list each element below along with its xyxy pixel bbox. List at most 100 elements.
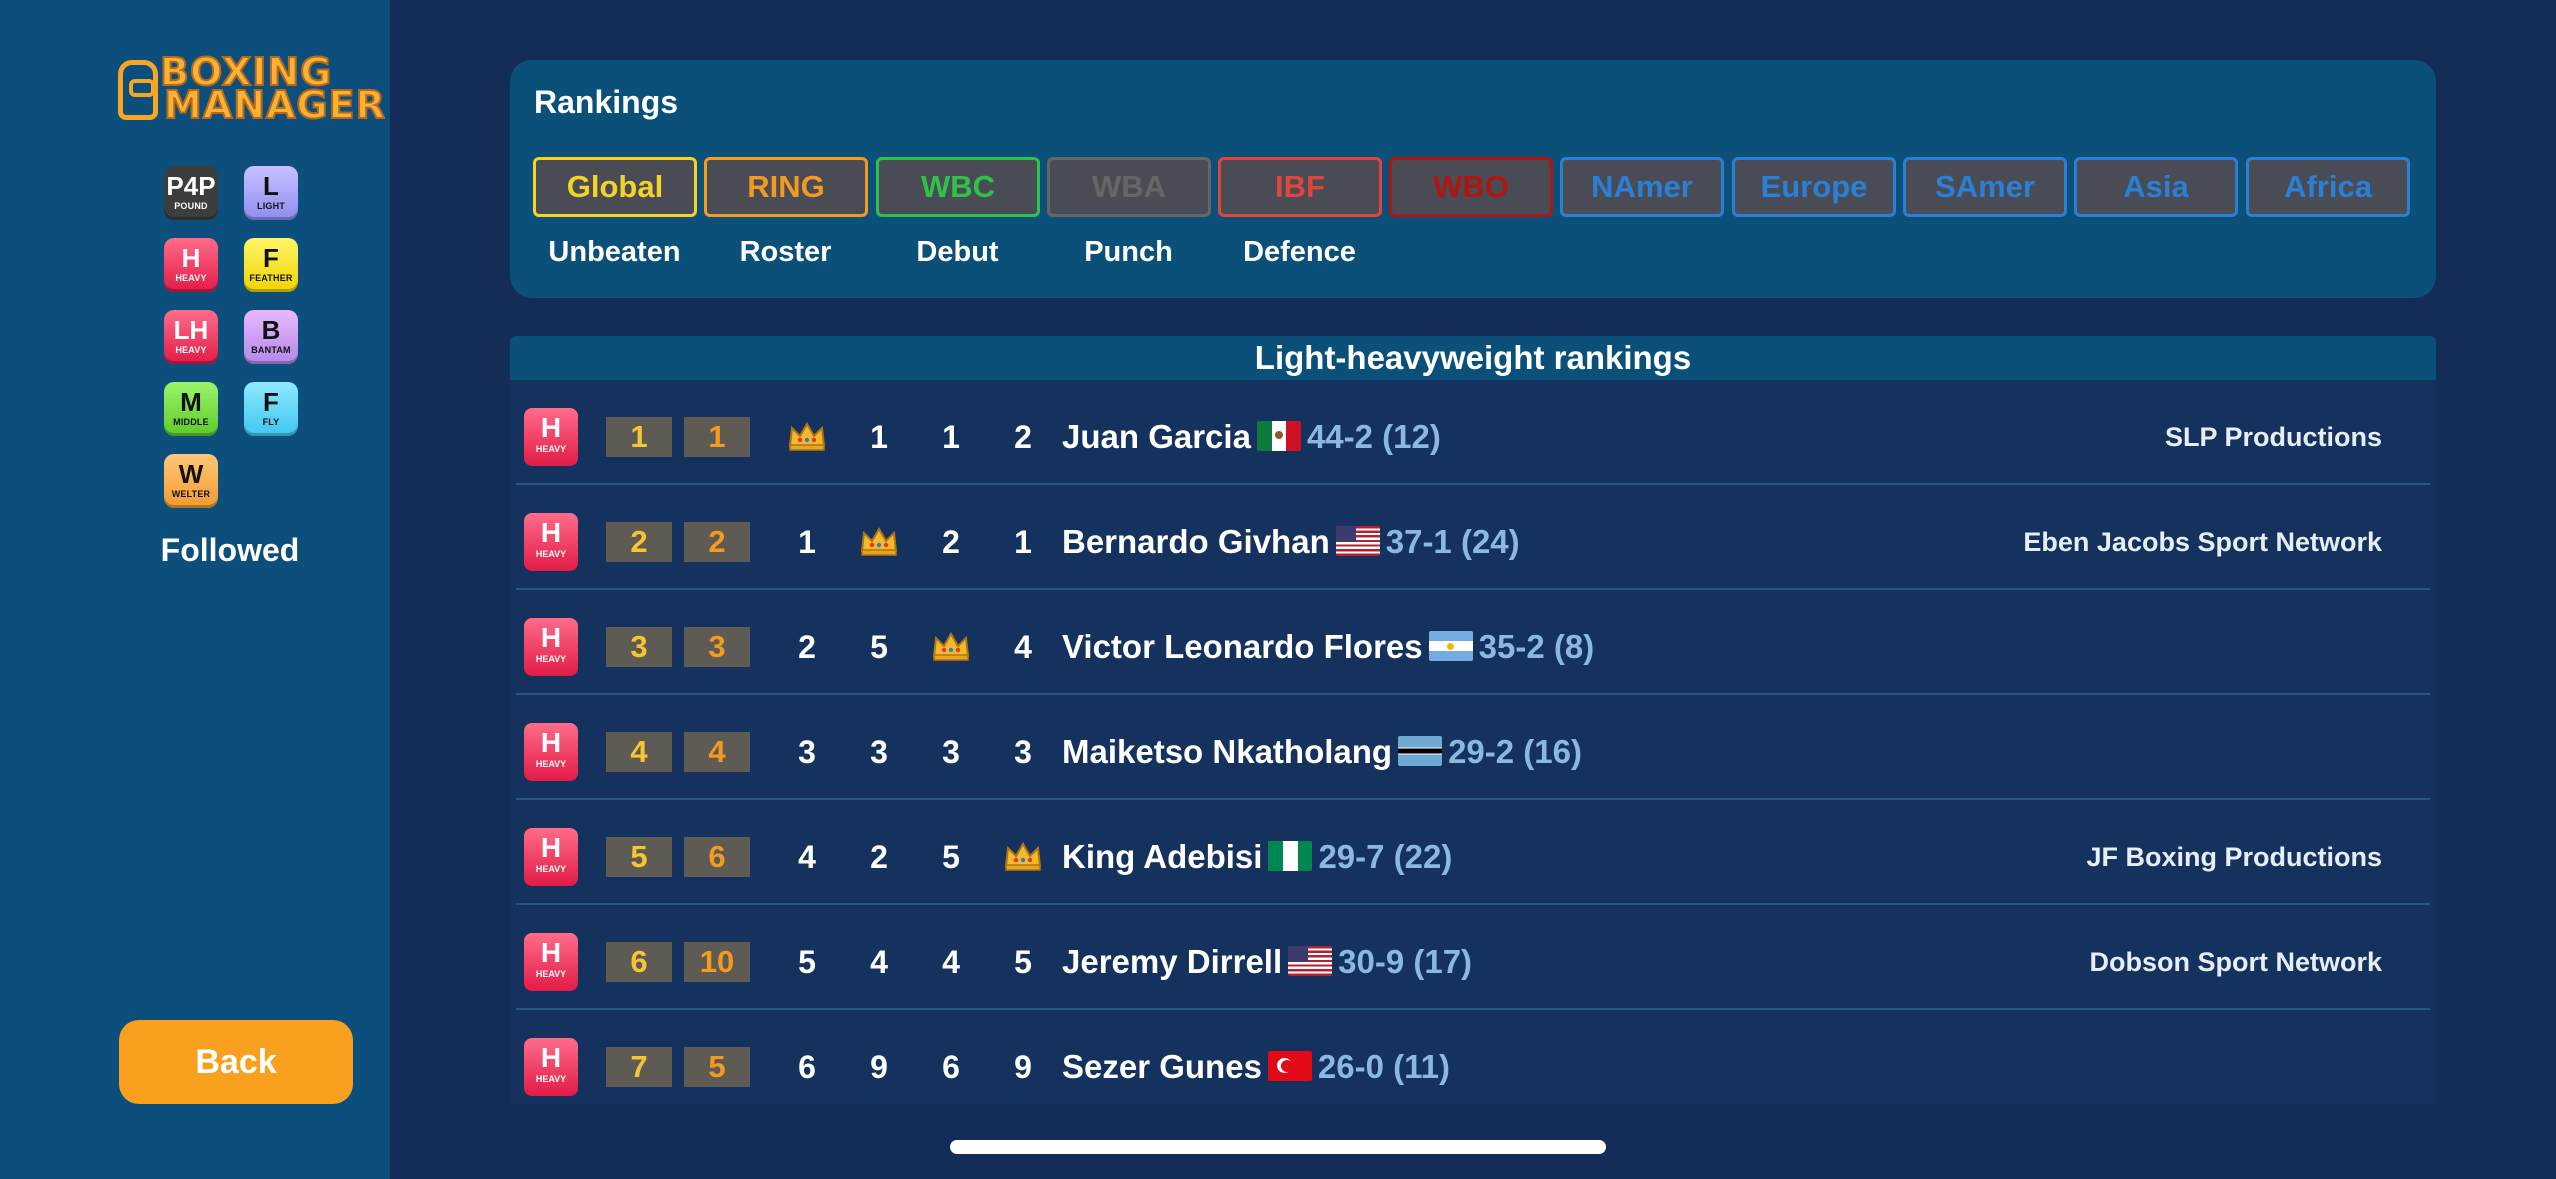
boxer-name[interactable]: Victor Leonardo Flores (1062, 628, 1423, 665)
mexico-flag-icon (1256, 421, 1301, 451)
table-row[interactable]: H HEAVY 1 1 1 1 2 Juan Garcia 44-2 (12) SLP Produ… (516, 380, 2430, 485)
weight-class-light-button[interactable]: L LIGHT (244, 166, 298, 220)
promoter-name: Dobson Sport Network (2089, 947, 2382, 977)
tab-asia[interactable]: Asia (2074, 157, 2238, 217)
wbo-rank: 9 (1014, 1049, 1032, 1085)
tab-africa[interactable]: Africa (2246, 157, 2410, 217)
weight-badge-abbr: H (540, 937, 562, 968)
sub-tab-punch[interactable]: Punch (1084, 236, 1173, 268)
weight-badge: H HEAVY (524, 828, 578, 886)
boxer-record: 26-0 (11) (1317, 1048, 1451, 1085)
boxer-name-cell: Sezer Gunes 26-0 (11) (1062, 1047, 1450, 1087)
tab-europe[interactable]: Europe (1732, 157, 1896, 217)
tab-namer[interactable]: NAmer (1560, 157, 1724, 217)
followed-button[interactable]: Followed (160, 532, 300, 568)
weight-class-abbr: LH (173, 315, 209, 345)
rank-b: 10 (684, 942, 750, 982)
wba-rank: 5 (870, 629, 888, 665)
sub-tab-debut[interactable]: Debut (916, 236, 999, 268)
boxer-name[interactable]: Maiketso Nkatholang (1062, 733, 1393, 770)
boxer-name[interactable]: Bernardo Givhan (1062, 523, 1330, 560)
boxer-name-cell: Victor Leonardo Flores 35-2 (8) (1062, 627, 1594, 667)
weight-class-label: FLY (262, 417, 280, 427)
wba-rank: 3 (870, 734, 888, 770)
wbo-rank: 2 (1014, 419, 1032, 455)
wbc-rank: 2 (798, 629, 816, 665)
table-row[interactable]: H HEAVY 5 6 4 2 5 King Adebisi 29-7 (22) JF Boxin… (516, 800, 2430, 905)
table-row[interactable]: H HEAVY 7 5 6 9 6 9 Sezer Gunes 26-0 (11) (516, 1010, 2430, 1104)
rank-b: 2 (684, 522, 750, 562)
tab-ibf[interactable]: IBF (1218, 157, 1382, 217)
weight-class-abbr: F (263, 243, 279, 273)
rank-a: 4 (606, 732, 672, 772)
sub-tab-roster[interactable]: Roster (739, 236, 832, 268)
tab-global[interactable]: Global (533, 157, 697, 217)
home-indicator[interactable] (950, 1140, 1606, 1154)
boxer-name[interactable]: Sezer Gunes (1062, 1048, 1262, 1085)
boxer-record: 30-9 (17) (1338, 943, 1473, 980)
weight-class-heavy-button[interactable]: H HEAVY (164, 238, 218, 292)
wba-rank: 1 (870, 419, 888, 455)
weight-badge: H HEAVY (524, 513, 578, 571)
tab-samer[interactable]: SAmer (1903, 157, 2067, 217)
weight-class-abbr: M (180, 387, 202, 417)
turkey-flag-icon (1267, 1051, 1312, 1081)
rank-b: 1 (684, 417, 750, 457)
crown-icon (931, 630, 971, 662)
boxer-name[interactable]: King Adebisi (1062, 838, 1263, 875)
table-row[interactable]: H HEAVY 4 4 3 3 3 3 Maiketso Nkatholang 29-2 (16) (516, 695, 2430, 800)
sidebar: BOXING MANAGER P4P POUND L LIGHT H HEAVY… (0, 0, 390, 1179)
panel-title: Rankings (534, 84, 679, 120)
boxer-name[interactable]: Juan Garcia (1062, 418, 1251, 455)
weight-badge-abbr: H (540, 622, 562, 653)
tab-wbc[interactable]: WBC (876, 157, 1040, 217)
weight-badge: H HEAVY (524, 933, 578, 991)
weight-class-middle-button[interactable]: M MIDDLE (164, 382, 218, 436)
rankings-filter-panel: Rankings Global RING WBC WBA IBF WBO NAm… (510, 60, 2436, 298)
weight-class-welter-button[interactable]: W WELTER (164, 454, 218, 508)
rank-a: 7 (606, 1047, 672, 1087)
table-row[interactable]: H HEAVY 2 2 1 2 1 Bernardo Givhan 37-1 (24) Eben … (516, 485, 2430, 590)
weight-class-fly-button[interactable]: F FLY (244, 382, 298, 436)
rankings-table: Light-heavyweight rankings H HEAVY 1 1 1 1 2 Ju… (510, 336, 2436, 1104)
weight-class-abbr: H (181, 243, 201, 273)
wba-rank: 4 (870, 944, 888, 980)
logo-line-2: MANAGER (163, 83, 386, 127)
sub-tab-defence[interactable]: Defence (1243, 236, 1356, 268)
weight-class-label: POUND (174, 201, 208, 211)
weight-class-label: BANTAM (251, 345, 291, 355)
weight-class-bantam-button[interactable]: B BANTAM (244, 310, 298, 364)
wbo-rank: 1 (1014, 524, 1032, 560)
table-row[interactable]: H HEAVY 3 3 2 5 4 Victor Leonardo Flores 35-2 (8… (516, 590, 2430, 695)
wbc-rank: 6 (798, 1049, 816, 1085)
weight-badge-label: HEAVY (535, 1074, 567, 1084)
rank-a: 5 (606, 837, 672, 877)
wbo-rank: 4 (1014, 629, 1032, 665)
boxer-record: 44-2 (12) (1306, 418, 1441, 455)
usa-flag-icon (1335, 526, 1380, 556)
weight-class-abbr: F (263, 387, 279, 417)
weight-class-p4p-button[interactable]: P4P POUND (164, 166, 218, 220)
back-button[interactable]: Back (119, 1020, 353, 1104)
weight-badge: H HEAVY (524, 408, 578, 466)
promoter-name: SLP Productions (2164, 422, 2382, 452)
boxer-name[interactable]: Jeremy Dirrell (1062, 943, 1283, 980)
table-row[interactable]: H HEAVY 6 10 5 4 4 5 Jeremy Dirrell 30-9 (17) Dobs… (516, 905, 2430, 1010)
tab-wba[interactable]: WBA (1047, 157, 1211, 217)
weight-badge-label: HEAVY (535, 549, 567, 559)
nigeria-flag-icon (1268, 841, 1313, 871)
weight-class-light-heavy-button[interactable]: LH HEAVY (164, 310, 218, 364)
rank-b: 4 (684, 732, 750, 772)
wbc-rank: 1 (798, 524, 816, 560)
logo-line-1: BOXING (159, 50, 333, 94)
sub-tab-unbeaten[interactable]: Unbeaten (548, 236, 681, 268)
tab-ring[interactable]: RING (704, 157, 868, 217)
weight-class-feather-button[interactable]: F FEATHER (244, 238, 298, 292)
boxer-record: 29-7 (22) (1318, 838, 1453, 875)
weight-badge: H HEAVY (524, 1038, 578, 1096)
tab-wbo[interactable]: WBO (1389, 157, 1553, 217)
wbc-rank: 4 (798, 839, 816, 875)
weight-badge-abbr: H (540, 412, 562, 443)
weight-badge-label: HEAVY (535, 969, 567, 979)
promoter-name: JF Boxing Productions (2086, 842, 2382, 872)
